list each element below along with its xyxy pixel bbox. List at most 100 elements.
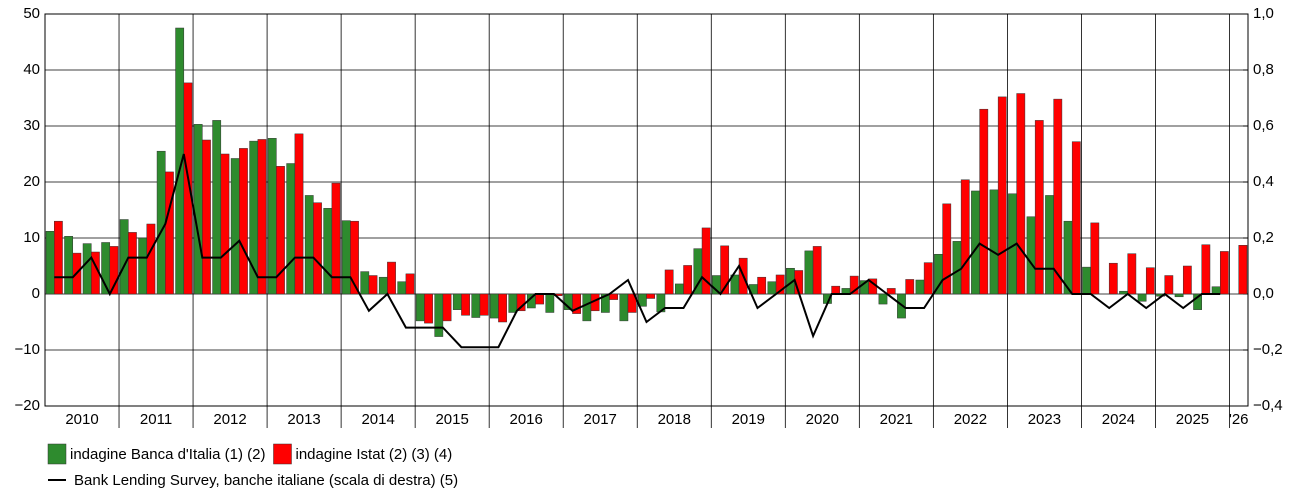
y2-tick-label: 0,4 xyxy=(1253,173,1274,190)
bar xyxy=(1193,293,1202,310)
bar xyxy=(387,261,396,295)
bar xyxy=(331,182,341,295)
bar xyxy=(128,232,137,295)
x-tick-label: 2016 xyxy=(510,411,543,428)
bar xyxy=(360,271,370,295)
bar xyxy=(323,208,333,295)
bar xyxy=(812,246,822,295)
x-tick-label: '26 xyxy=(1229,411,1249,428)
bar xyxy=(886,288,896,295)
bar xyxy=(397,281,407,295)
bar xyxy=(220,153,230,295)
x-tick-label: 2015 xyxy=(435,411,468,428)
x-tick-label: 2011 xyxy=(140,411,172,428)
bar xyxy=(1016,93,1026,295)
bar xyxy=(489,293,499,319)
bar xyxy=(350,220,359,295)
bar xyxy=(878,293,888,305)
bar xyxy=(775,274,785,295)
y2-tick-label: 1,0 xyxy=(1253,5,1274,22)
x-tick-label: 2010 xyxy=(65,411,98,428)
bar xyxy=(849,275,859,295)
bar xyxy=(45,231,55,295)
bar xyxy=(471,293,481,318)
bar xyxy=(109,246,119,295)
x-tick-label: 2023 xyxy=(1028,411,1061,428)
bar xyxy=(720,245,730,295)
bar xyxy=(1119,290,1128,295)
x-tick-label: 2025 xyxy=(1176,411,1209,428)
bar xyxy=(664,269,674,295)
x-tick-label: 2019 xyxy=(732,411,765,428)
bar xyxy=(923,262,933,295)
bar xyxy=(767,281,777,295)
bar xyxy=(675,283,684,295)
line-series xyxy=(54,153,1221,349)
bar xyxy=(138,237,148,295)
bar xyxy=(905,279,915,295)
bar xyxy=(193,124,203,295)
bar xyxy=(1164,275,1174,295)
bar xyxy=(508,293,518,313)
x-tick-label: 2013 xyxy=(287,411,320,428)
bar xyxy=(627,293,637,313)
bar xyxy=(545,293,555,313)
bar xyxy=(479,293,489,316)
legend-label: indagine Banca d'Italia (1) (2) xyxy=(70,446,265,463)
bar xyxy=(239,148,248,295)
bar xyxy=(1034,120,1044,295)
bar xyxy=(341,220,351,295)
bar xyxy=(415,293,425,322)
bar xyxy=(313,202,322,295)
y2-tick-label: 0,2 xyxy=(1253,229,1274,246)
bar xyxy=(230,158,240,295)
bar xyxy=(276,166,285,295)
bar xyxy=(368,275,378,295)
bar xyxy=(405,273,415,295)
bar xyxy=(1137,293,1147,302)
y-tick-label: 0 xyxy=(32,285,40,302)
bar xyxy=(971,190,980,295)
bar xyxy=(572,293,581,314)
y-tick-label: 50 xyxy=(23,5,40,22)
y2-tick-label: 0,8 xyxy=(1253,61,1274,78)
bar xyxy=(637,293,647,307)
bar xyxy=(1127,253,1137,295)
bar xyxy=(1174,293,1184,298)
x-tick-label: 2017 xyxy=(584,411,617,428)
bar xyxy=(1211,286,1221,295)
bar xyxy=(831,285,841,295)
bar xyxy=(146,223,156,295)
legend-swatch xyxy=(273,443,292,465)
y-tick-label: 10 xyxy=(23,229,40,246)
bar xyxy=(942,203,952,295)
x-tick-label: 2014 xyxy=(361,411,394,428)
y2-tick-label: 0,0 xyxy=(1253,285,1274,302)
bar xyxy=(915,279,925,295)
y2-tick-label: 0,6 xyxy=(1253,117,1274,134)
bar xyxy=(424,293,433,324)
bar xyxy=(294,133,304,295)
x-tick-label: 2021 xyxy=(880,411,913,428)
bar xyxy=(1053,98,1063,295)
bar xyxy=(600,293,610,313)
bar xyxy=(535,293,544,305)
x-tick-label: 2020 xyxy=(806,411,839,428)
legend-label: Bank Lending Survey, banche italiane (sc… xyxy=(74,472,458,489)
bar xyxy=(1108,262,1118,295)
y-tick-label: −10 xyxy=(15,341,40,358)
bar xyxy=(64,236,74,295)
x-tick-label: 2022 xyxy=(954,411,987,428)
y2-tick-label: −0,2 xyxy=(1253,341,1283,358)
bar xyxy=(952,241,962,295)
bar xyxy=(434,293,444,337)
bar xyxy=(646,293,656,299)
bar xyxy=(82,243,92,295)
legend-swatch xyxy=(47,443,67,465)
bar xyxy=(1045,195,1054,295)
bar xyxy=(609,293,618,300)
y-tick-label: −20 xyxy=(15,397,40,414)
bar xyxy=(119,219,129,295)
bar xyxy=(452,293,462,310)
bar xyxy=(757,276,767,295)
